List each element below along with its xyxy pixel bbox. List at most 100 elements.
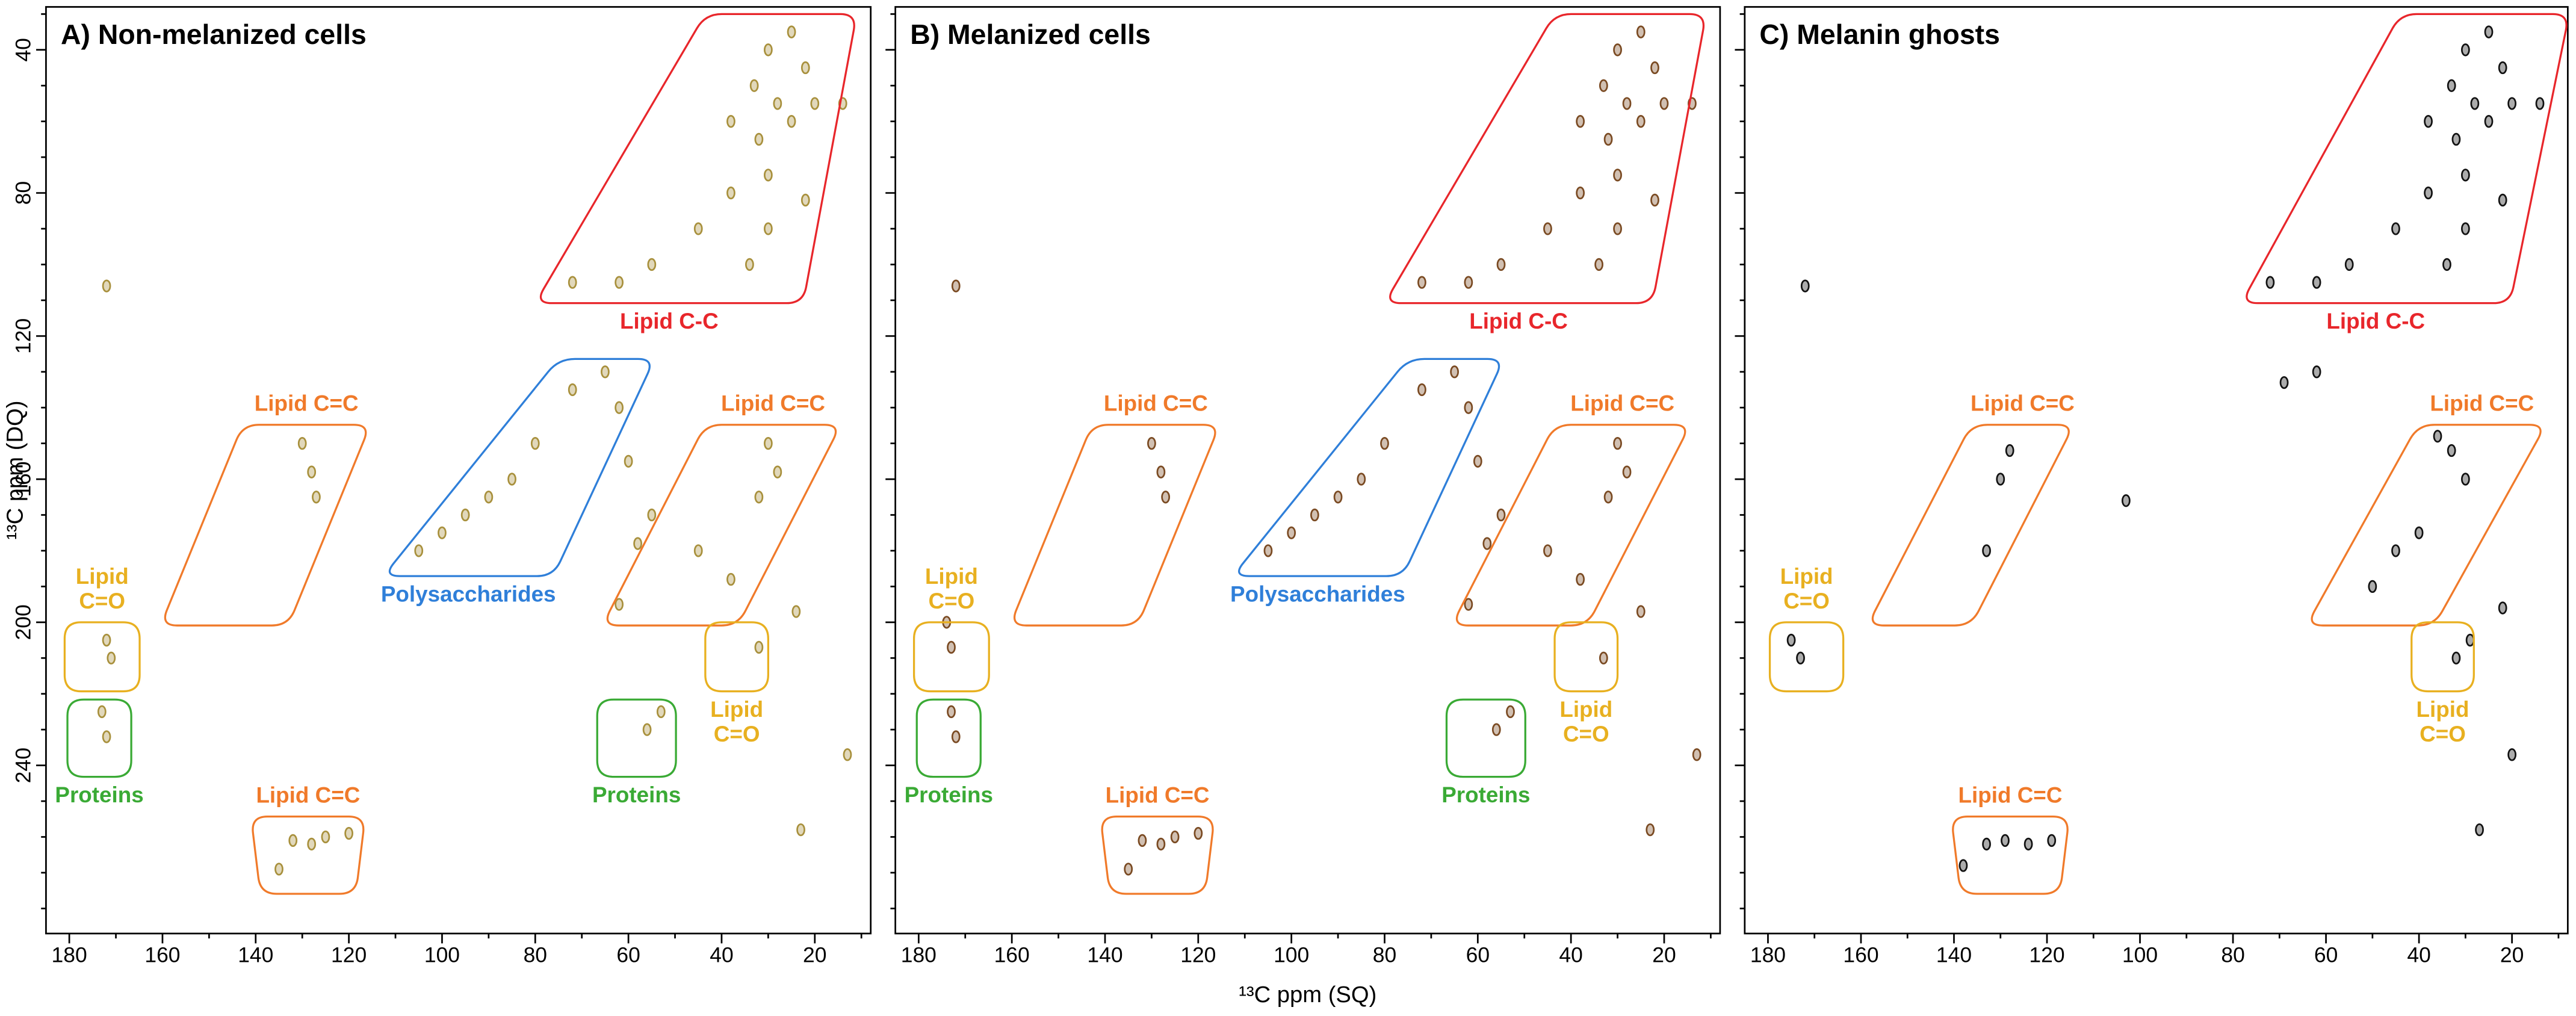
- peak: [1482, 537, 1492, 550]
- peak: [321, 830, 330, 844]
- peak: [1636, 25, 1646, 39]
- peak: [791, 605, 801, 618]
- x-tick-label: 160: [1843, 943, 1878, 967]
- peak: [102, 279, 111, 293]
- peak: [2344, 258, 2354, 271]
- x-axis-label: ¹³C ppm (SQ): [1239, 982, 1376, 1008]
- region-outline: [1871, 424, 2070, 627]
- region-label: C=O: [79, 589, 125, 613]
- peak: [107, 651, 116, 664]
- peak: [787, 25, 796, 39]
- region-outline: [1445, 698, 1526, 778]
- x-tick-label: 60: [2314, 943, 2338, 967]
- peak: [414, 544, 424, 557]
- peak: [288, 834, 298, 847]
- peak: [2507, 97, 2517, 110]
- region-label: Lipid: [925, 564, 978, 589]
- peak: [1417, 276, 1426, 289]
- region-outline: [1013, 424, 1216, 627]
- plot-frame: [45, 6, 872, 935]
- peak: [1496, 258, 1506, 271]
- x-tick-label: 100: [2122, 943, 2158, 967]
- peak: [642, 723, 652, 736]
- peak: [763, 43, 773, 57]
- peak: [2368, 580, 2377, 593]
- x-tick-label: 100: [424, 943, 460, 967]
- peak: [763, 222, 773, 235]
- peak: [2447, 444, 2456, 457]
- x-tick-label: 60: [616, 943, 640, 967]
- peak: [1138, 834, 1147, 847]
- x-tick-label: 20: [1652, 943, 1676, 967]
- peak: [2461, 222, 2470, 235]
- x-tick-label: 20: [2500, 943, 2524, 967]
- peak: [2424, 186, 2433, 200]
- peak: [843, 748, 852, 761]
- region-label: Lipid C=C: [1104, 391, 1208, 416]
- peak: [2005, 444, 2014, 457]
- region-outline: [915, 698, 982, 778]
- region-label: Lipid C-C: [2326, 309, 2425, 333]
- peak: [647, 258, 657, 271]
- y-axis-label: ¹³C ppm (DQ): [2, 401, 28, 540]
- peak: [1800, 279, 1810, 293]
- peak: [2535, 97, 2545, 110]
- peak: [568, 383, 577, 397]
- peak: [951, 279, 961, 293]
- peak: [102, 633, 111, 647]
- peak: [2461, 472, 2470, 486]
- peak: [2470, 97, 2480, 110]
- peak: [1636, 115, 1646, 128]
- peak: [2451, 132, 2461, 146]
- plot-frame: [1744, 6, 2569, 935]
- peak: [1161, 491, 1171, 504]
- region-label: Lipid C-C: [1469, 309, 1568, 333]
- peak: [1491, 723, 1501, 736]
- peak: [1603, 491, 1613, 504]
- x-tick-label: 80: [1373, 943, 1396, 967]
- peak: [1450, 365, 1459, 379]
- peak: [810, 97, 820, 110]
- peak: [1613, 222, 1622, 235]
- peak: [726, 186, 735, 200]
- region-outline: [1238, 358, 1500, 577]
- peak: [601, 365, 610, 379]
- peak: [2475, 823, 2484, 837]
- peak: [2414, 526, 2424, 539]
- peak: [1650, 193, 1659, 207]
- peak: [773, 465, 782, 479]
- peak: [2265, 276, 2275, 289]
- peak: [763, 169, 773, 182]
- peak: [951, 730, 961, 743]
- peak: [1156, 837, 1166, 851]
- peak: [2498, 193, 2507, 207]
- peak: [2461, 169, 2470, 182]
- peak: [1357, 472, 1366, 486]
- region-label: Proteins: [55, 782, 143, 807]
- x-tick-label: 160: [994, 943, 1030, 967]
- region-label: Lipid C=C: [2430, 391, 2534, 416]
- peak: [615, 598, 624, 611]
- x-tick-label: 180: [52, 943, 87, 967]
- peak: [1576, 115, 1585, 128]
- peak: [1543, 222, 1552, 235]
- peak: [615, 276, 624, 289]
- peak: [1263, 544, 1273, 557]
- peak: [800, 193, 810, 207]
- region-outline: [1553, 621, 1619, 693]
- peak: [1464, 598, 1473, 611]
- x-tick-label: 80: [2221, 943, 2244, 967]
- region-outline: [1456, 424, 1686, 627]
- peak: [507, 472, 516, 486]
- peak: [1310, 508, 1319, 522]
- region-label: Lipid C=C: [1958, 783, 2063, 808]
- region-label: C=O: [929, 589, 975, 613]
- y-tick-label: 120: [11, 318, 35, 354]
- peak: [2451, 651, 2461, 664]
- region-label: Lipid: [2417, 697, 2469, 722]
- peak: [693, 222, 703, 235]
- peak: [2442, 258, 2451, 271]
- x-tick-label: 140: [1087, 943, 1122, 967]
- region-outline: [252, 815, 365, 895]
